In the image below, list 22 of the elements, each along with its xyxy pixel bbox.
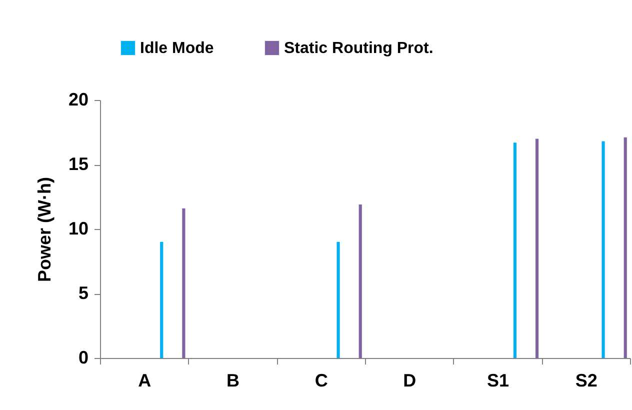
y-tick-label: 20 — [68, 90, 88, 110]
x-tick-label: D — [403, 370, 416, 390]
legend-label: Idle Mode — [140, 40, 214, 57]
x-tick-label: C — [314, 370, 328, 390]
legend-label: Static Routing Prot. — [284, 40, 434, 57]
y-tick-label: 15 — [68, 154, 88, 174]
x-tick-label: B — [226, 370, 240, 390]
bar — [624, 137, 627, 358]
bar — [160, 242, 164, 358]
bar — [602, 141, 605, 358]
y-tick-label: 0 — [78, 348, 88, 368]
x-tick-label: S2 — [575, 370, 598, 390]
bar — [513, 142, 516, 358]
x-tick-label: S1 — [486, 370, 510, 390]
x-tick-label: A — [138, 370, 152, 390]
y-tick-label: 10 — [68, 218, 88, 238]
y-tick-label: 5 — [78, 283, 88, 303]
bar — [358, 204, 362, 358]
bar — [336, 242, 340, 358]
bar — [535, 138, 539, 358]
y-axis-title: Power (W·h) — [34, 177, 54, 282]
bar — [182, 208, 186, 358]
